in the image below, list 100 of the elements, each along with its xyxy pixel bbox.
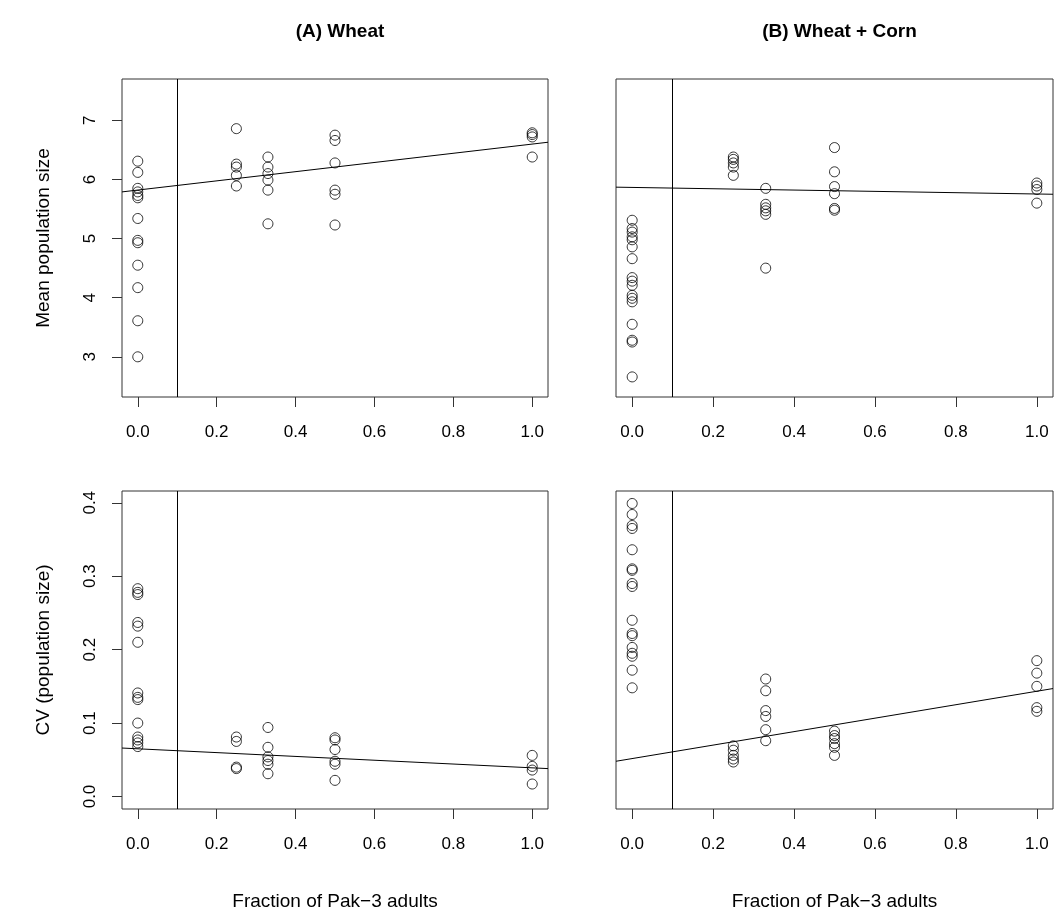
- point: [329, 188, 341, 200]
- point: [526, 151, 538, 163]
- point: [230, 180, 242, 192]
- point: [727, 740, 739, 752]
- x-tick-label: 1.0: [1024, 422, 1049, 441]
- x-tick-label: 0.0: [125, 834, 150, 853]
- x-tick-label: 1.0: [1024, 834, 1049, 853]
- x-tick-label: 0.2: [204, 834, 229, 853]
- x-tick-label: 0.2: [204, 422, 229, 441]
- point: [262, 218, 274, 230]
- y-tick-label: 0.4: [80, 490, 99, 515]
- x-tick-label: 0.6: [362, 422, 387, 441]
- point: [132, 741, 144, 753]
- x-tick-label: 0.8: [441, 834, 466, 853]
- x-tick-label: 0.4: [283, 422, 308, 441]
- x-tick-label: 0.6: [863, 834, 887, 853]
- point: [829, 188, 840, 200]
- chart-title: (B) Wheat + Corn: [762, 20, 917, 41]
- point: [626, 614, 638, 626]
- y-tick-label: 3: [80, 352, 99, 362]
- point: [262, 161, 274, 173]
- point: [626, 664, 638, 676]
- x-tick-label: 0.0: [125, 422, 150, 441]
- point: [230, 731, 242, 743]
- point: [626, 296, 638, 308]
- point: [262, 151, 274, 163]
- y-tick-label: 0.2: [80, 637, 99, 662]
- point: [329, 774, 341, 786]
- point: [829, 181, 840, 193]
- x-tick-label: 0.8: [944, 422, 968, 441]
- x-tick-label: 0.6: [863, 422, 887, 441]
- point: [727, 749, 739, 761]
- x-axis-title: Fraction of Pak−3 adults: [232, 890, 438, 911]
- x-tick-label: 0.8: [441, 422, 466, 441]
- x-axis-title: Fraction of Pak−3 adults: [731, 890, 938, 911]
- point: [760, 673, 772, 685]
- point: [760, 685, 772, 697]
- point: [329, 744, 341, 756]
- point: [1031, 667, 1043, 679]
- point: [132, 259, 144, 271]
- x-tick-label: 0.0: [620, 422, 645, 441]
- point: [329, 184, 341, 196]
- point: [760, 262, 772, 274]
- point: [526, 749, 538, 761]
- point: [262, 741, 274, 753]
- point: [230, 169, 242, 181]
- point: [1031, 680, 1043, 692]
- point: [727, 161, 739, 173]
- point: [262, 184, 274, 196]
- point: [626, 279, 638, 291]
- point: [132, 155, 144, 167]
- point: [132, 616, 144, 628]
- point: [760, 710, 772, 722]
- point: [132, 182, 144, 194]
- x-tick-label: 0.2: [701, 834, 725, 853]
- x-tick-label: 1.0: [520, 834, 545, 853]
- point: [329, 157, 341, 169]
- x-tick-label: 0.4: [782, 422, 806, 441]
- x-tick-label: 0.6: [362, 834, 387, 853]
- point: [626, 641, 638, 653]
- y-tick-label: 7: [80, 115, 99, 126]
- point: [132, 620, 144, 632]
- x-tick-label: 0.8: [944, 834, 968, 853]
- point: [526, 760, 538, 772]
- point: [626, 371, 638, 383]
- y-tick-label: 5: [80, 233, 99, 244]
- point: [132, 282, 144, 294]
- point: [262, 751, 274, 763]
- point: [626, 497, 638, 509]
- chart-title: (A) Wheat: [295, 20, 385, 41]
- point: [132, 166, 144, 178]
- point: [1031, 655, 1043, 667]
- point: [727, 169, 739, 181]
- point: [626, 682, 638, 694]
- point: [329, 219, 341, 231]
- y-tick-label: 0.3: [80, 564, 99, 589]
- y-tick-label: 4: [80, 292, 99, 303]
- y-axis-title: CV (population size): [32, 564, 53, 736]
- y-tick-label: 0.0: [80, 784, 99, 809]
- x-tick-label: 0.4: [782, 834, 806, 853]
- y-tick-label: 6: [80, 174, 99, 185]
- point: [760, 705, 772, 717]
- point: [626, 509, 638, 520]
- point: [262, 768, 274, 780]
- point: [829, 166, 840, 178]
- point: [230, 123, 242, 135]
- point: [829, 142, 840, 154]
- x-tick-label: 1.0: [520, 422, 545, 441]
- point: [132, 351, 144, 363]
- x-tick-label: 0.0: [620, 834, 645, 853]
- point: [1031, 197, 1043, 209]
- point: [760, 724, 772, 736]
- point: [132, 636, 144, 648]
- point: [262, 168, 274, 180]
- point: [626, 544, 638, 556]
- point: [829, 725, 840, 737]
- point: [329, 134, 341, 146]
- y-tick-label: 0.1: [80, 711, 99, 735]
- point: [727, 157, 739, 169]
- point: [626, 214, 638, 226]
